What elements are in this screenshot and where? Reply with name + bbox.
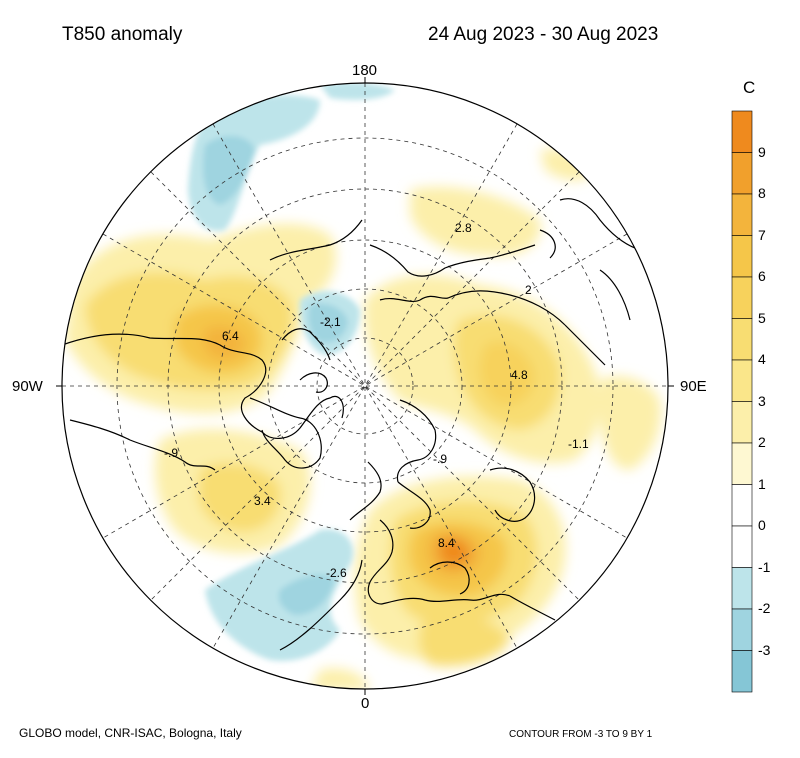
warm-anomaly-eurasia bbox=[364, 149, 661, 470]
cardinal-ticks bbox=[56, 77, 674, 695]
annotation-atlantic-cold: -2.6 bbox=[326, 566, 347, 580]
annotation-polar-cold: -.9 bbox=[433, 452, 448, 466]
colorbar-box bbox=[731, 401, 753, 444]
colorbar-box bbox=[731, 110, 753, 153]
anomaly-field bbox=[62, 83, 668, 689]
label-0: 0 bbox=[361, 695, 370, 712]
meridians bbox=[62, 83, 668, 689]
colorbar-level-label: 6 bbox=[758, 268, 766, 284]
colorbar-level-label: -2 bbox=[758, 600, 771, 616]
annotation-atlantic: 3.4 bbox=[254, 494, 271, 508]
date-range: 24 Aug 2023 - 30 Aug 2023 bbox=[428, 24, 659, 45]
colorbar-box bbox=[731, 650, 753, 693]
contour-note: CONTOUR FROM -3 TO 9 BY 1 bbox=[509, 729, 653, 740]
colorbar-level-label: 1 bbox=[758, 475, 766, 492]
colorbar-level-label: 4 bbox=[758, 351, 766, 367]
colorbar-box bbox=[731, 442, 753, 485]
colorbar-level-label: 5 bbox=[758, 309, 766, 326]
colorbar-level-label: 9 bbox=[758, 143, 766, 160]
source-credit: GLOBO model, CNR-ISAC, Bologna, Italy bbox=[19, 726, 242, 740]
label-180: 180 bbox=[352, 62, 378, 79]
warm-anomaly-atlantic bbox=[155, 429, 311, 554]
warm-anomaly-europe bbox=[310, 476, 566, 689]
colorbar-level-label: -1 bbox=[758, 558, 771, 575]
colorbar-level-label: -3 bbox=[758, 641, 771, 658]
annotation-arctic-cold: -2.1 bbox=[320, 315, 341, 329]
colorbar-level-label: 3 bbox=[758, 392, 766, 409]
coastlines bbox=[62, 198, 641, 651]
warm-anomaly-north-america bbox=[65, 223, 337, 414]
colorbar-unit: C bbox=[743, 78, 756, 97]
label-90w: 90W bbox=[12, 378, 43, 395]
colorbar-box bbox=[731, 235, 753, 278]
colorbar-box bbox=[731, 193, 753, 236]
colorbar-box bbox=[731, 359, 753, 402]
colorbar-box bbox=[731, 484, 753, 527]
colorbar-level-label: 0 bbox=[758, 517, 766, 533]
annotation-asia-cold: -1.1 bbox=[568, 437, 589, 451]
colorbar-box bbox=[731, 152, 753, 195]
colorbar-level-label: 2 bbox=[758, 434, 766, 450]
colorbar-box bbox=[731, 318, 753, 361]
map-title: T850 anomaly bbox=[62, 24, 183, 45]
colorbar-level-label: 8 bbox=[758, 185, 766, 201]
annotation-siberia: 4.8 bbox=[511, 368, 528, 382]
colorbar-box bbox=[731, 608, 753, 651]
annotation-na-west: 6.4 bbox=[222, 329, 239, 343]
colorbar-box bbox=[731, 276, 753, 319]
annotation-na-cold: -.9 bbox=[164, 446, 179, 460]
cold-anomalies bbox=[188, 83, 395, 661]
colorbar-box bbox=[731, 567, 753, 610]
colorbar bbox=[731, 110, 753, 693]
colorbar-level-label: 7 bbox=[758, 226, 766, 243]
colorbar-box bbox=[731, 525, 753, 568]
label-90e: 90E bbox=[680, 378, 707, 395]
annotation-asia-small: 2 bbox=[525, 283, 532, 297]
annotation-east-asia: 2.8 bbox=[455, 221, 472, 235]
annotation-europe: 8.4 bbox=[438, 536, 455, 550]
